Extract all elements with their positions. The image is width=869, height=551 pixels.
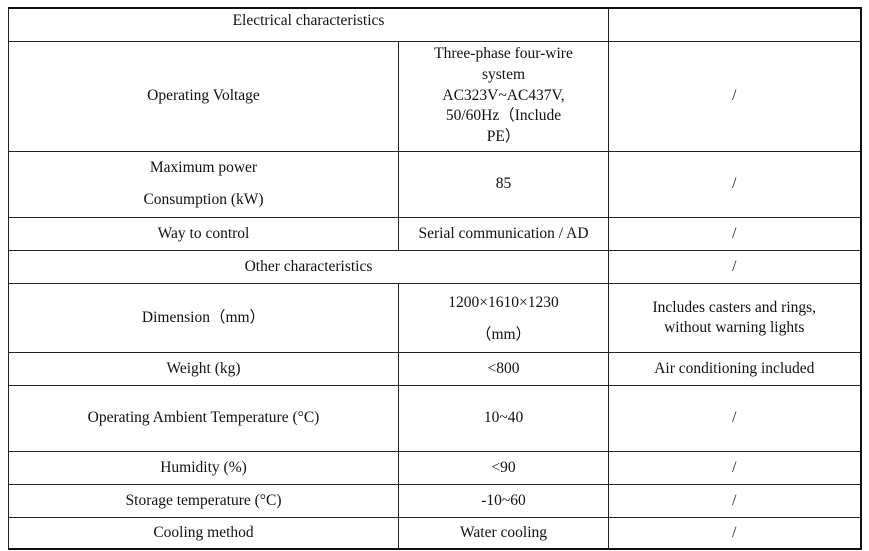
note-cell-operating-ambient-temperature: /	[608, 384, 862, 452]
note-weight: Air conditioning included	[654, 359, 815, 377]
note-other: /	[732, 257, 737, 275]
value-weight: <800	[487, 359, 520, 377]
param-cooling-method: Cooling method	[153, 523, 254, 541]
note-storage-temperature: /	[732, 491, 737, 509]
section-row-other: Other characteristics /	[7, 249, 862, 284]
param-cell-weight: Weight (kg)	[8, 351, 399, 386]
note-line: Includes casters and rings,	[652, 298, 817, 316]
note-cell-weight: Air conditioning included	[608, 351, 862, 386]
value-cell-max-power: 85	[397, 150, 610, 218]
note-operating-voltage: /	[732, 86, 737, 104]
specifications-table: Electrical characteristics Operating Vol…	[7, 7, 862, 551]
param-cell-way-to-control: Way to control	[8, 216, 399, 251]
value-line: 1200×1610×1230	[448, 293, 559, 311]
param-cell-cooling-method: Cooling method	[8, 516, 399, 551]
param-operating-voltage: Operating Voltage	[147, 86, 260, 104]
note-cell-operating-voltage: /	[608, 40, 862, 152]
note-cell-humidity: /	[608, 450, 862, 485]
table-row-humidity: Humidity (%) <90 /	[8, 450, 862, 485]
note-way-to-control: /	[732, 224, 737, 242]
table-row-operating-voltage: Operating Voltage Three-phase four-wire …	[8, 40, 862, 152]
param-humidity: Humidity (%)	[160, 458, 247, 476]
table-row-way-to-control: Way to control Serial communication / AD…	[8, 216, 862, 251]
value-cell-weight: <800	[397, 351, 610, 386]
note-operating-ambient-temperature: /	[732, 409, 737, 427]
value-line: PE）	[486, 128, 521, 146]
param-cell-storage-temperature: Storage temperature (°C)	[8, 483, 399, 518]
value-line: 50/60Hz（Include	[445, 107, 562, 125]
value-max-power: 85	[495, 174, 512, 192]
value-cell-cooling-method: Water cooling	[397, 516, 610, 551]
value-humidity: <90	[491, 458, 516, 476]
value-storage-temperature: -10~60	[481, 491, 526, 509]
value-operating-ambient-temperature: 10~40	[483, 409, 524, 427]
note-cell-electrical	[608, 7, 862, 42]
value-cell-humidity: <90	[397, 450, 610, 485]
table-row-max-power: Maximum power Consumption (kW) 85 /	[8, 150, 862, 218]
note-cell-storage-temperature: /	[608, 483, 862, 518]
note-cell-cooling-method: /	[608, 516, 862, 551]
param-dimension: Dimension（mm）	[141, 308, 266, 326]
param-cell-operating-voltage: Operating Voltage	[8, 40, 399, 152]
param-line: Maximum power	[149, 158, 258, 176]
value-cell-dimension: 1200×1610×1230 （mm）	[397, 282, 610, 353]
value-cooling-method: Water cooling	[460, 523, 547, 541]
table-row-cooling-method: Cooling method Water cooling /	[8, 516, 862, 551]
param-operating-ambient-temperature: Operating Ambient Temperature (°C)	[87, 409, 320, 427]
param-storage-temperature: Storage temperature (°C)	[125, 491, 282, 509]
value-line: Three-phase four-wire	[434, 44, 573, 62]
section-title-electrical: Electrical characteristics	[7, 7, 610, 42]
param-line: Consumption (kW)	[143, 191, 264, 209]
section-title-other-text: Other characteristics	[244, 257, 373, 275]
section-row-electrical: Electrical characteristics	[7, 7, 862, 42]
value-line: （mm）	[475, 326, 532, 344]
param-cell-humidity: Humidity (%)	[8, 450, 399, 485]
param-cell-operating-ambient-temperature: Operating Ambient Temperature (°C)	[8, 384, 399, 452]
note-max-power: /	[732, 174, 737, 192]
table-row-weight: Weight (kg) <800 Air conditioning includ…	[8, 351, 862, 386]
table-row-storage-temperature: Storage temperature (°C) -10~60 /	[8, 483, 862, 518]
table-row-operating-ambient-temperature: Operating Ambient Temperature (°C) 10~40…	[8, 384, 862, 452]
param-way-to-control: Way to control	[157, 224, 250, 242]
param-weight: Weight (kg)	[166, 359, 241, 377]
note-cell-max-power: /	[608, 150, 862, 218]
section-title-other: Other characteristics	[7, 249, 610, 284]
value-way-to-control: Serial communication / AD	[418, 224, 589, 242]
value-cell-operating-ambient-temperature: 10~40	[397, 384, 610, 452]
note-cell-way-to-control: /	[608, 216, 862, 251]
note-cooling-method: /	[732, 523, 737, 541]
value-cell-way-to-control: Serial communication / AD	[397, 216, 610, 251]
note-humidity: /	[732, 458, 737, 476]
section-title-electrical-text: Electrical characteristics	[232, 12, 385, 29]
value-cell-storage-temperature: -10~60	[397, 483, 610, 518]
note-cell-dimension: Includes casters and rings, without warn…	[608, 282, 862, 353]
param-cell-max-power: Maximum power Consumption (kW)	[8, 150, 399, 218]
table-row-dimension: Dimension（mm） 1200×1610×1230 （mm） Includ…	[8, 282, 862, 353]
note-line: without warning lights	[664, 318, 805, 336]
value-line: AC323V~AC437V,	[442, 86, 565, 104]
value-line: system	[481, 65, 526, 83]
value-cell-operating-voltage: Three-phase four-wire system AC323V~AC43…	[397, 40, 610, 152]
param-cell-dimension: Dimension（mm）	[8, 282, 399, 353]
note-cell-other: /	[608, 249, 862, 284]
